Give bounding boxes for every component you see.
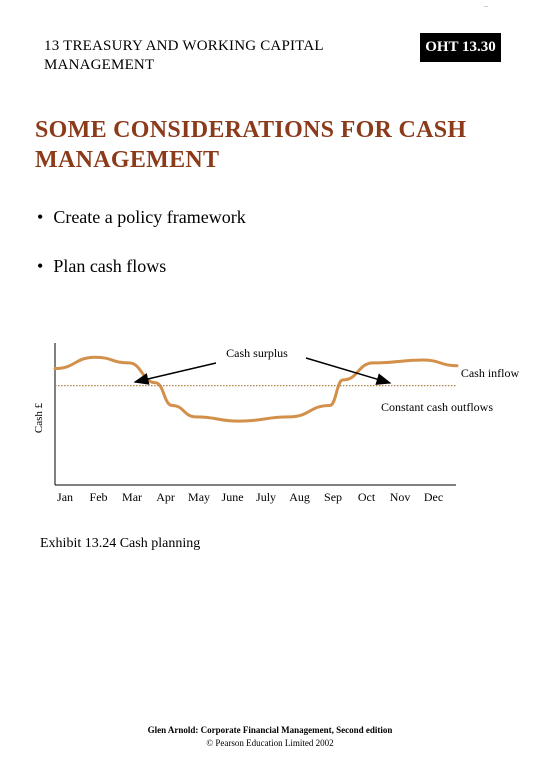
footer-copyright: © Pearson Education Limited 2002: [206, 738, 334, 748]
annotation-cash-surplus: Cash surplus: [226, 346, 288, 360]
page-title: SOME CONSIDERATIONS FOR CASH MANAGEMENT: [35, 117, 467, 173]
bullet-dot: •: [37, 256, 44, 276]
corner-mark: ..: [484, 0, 488, 9]
x-tick-label: Dec: [424, 490, 443, 504]
x-tick-label: May: [188, 490, 210, 504]
bullet-dot: •: [37, 207, 44, 227]
annotation-constant-outflows: Constant cash outflows: [381, 400, 493, 414]
footer-credit: Glen Arnold: Corporate Financial Managem…: [147, 725, 393, 735]
exhibit-caption: Exhibit 13.24 Cash planning: [40, 536, 201, 551]
oht-badge: OHT 13.30: [420, 33, 501, 62]
x-tick-label: Apr: [156, 490, 175, 504]
bullet-item-policy: • Create a policy framework: [37, 207, 246, 228]
x-tick-label: Nov: [390, 490, 411, 504]
bullet-text: Create a policy framework: [53, 207, 246, 227]
chapter-heading: 13 TREASURY AND WORKING CAPITAL MANAGEME…: [44, 38, 324, 73]
x-tick-label: Aug: [289, 490, 310, 504]
cash-inflow-line: [53, 355, 459, 423]
x-tick-label: July: [256, 490, 276, 504]
x-tick-label: Sep: [324, 490, 342, 504]
x-tick-label: Mar: [122, 490, 142, 504]
bullet-item-plan: • Plan cash flows: [37, 256, 166, 277]
arrow-left: [133, 362, 217, 385]
x-tick-label: Oct: [358, 490, 376, 504]
x-tick-label: Feb: [90, 490, 108, 504]
x-tick-label: June: [222, 490, 244, 504]
x-tick-label: Jan: [57, 490, 73, 504]
bullet-text: Plan cash flows: [53, 256, 167, 276]
annotation-cash-inflow: Cash inflow: [461, 366, 520, 380]
y-axis-label: Cash £: [33, 402, 45, 433]
arrow-right: [305, 357, 392, 385]
